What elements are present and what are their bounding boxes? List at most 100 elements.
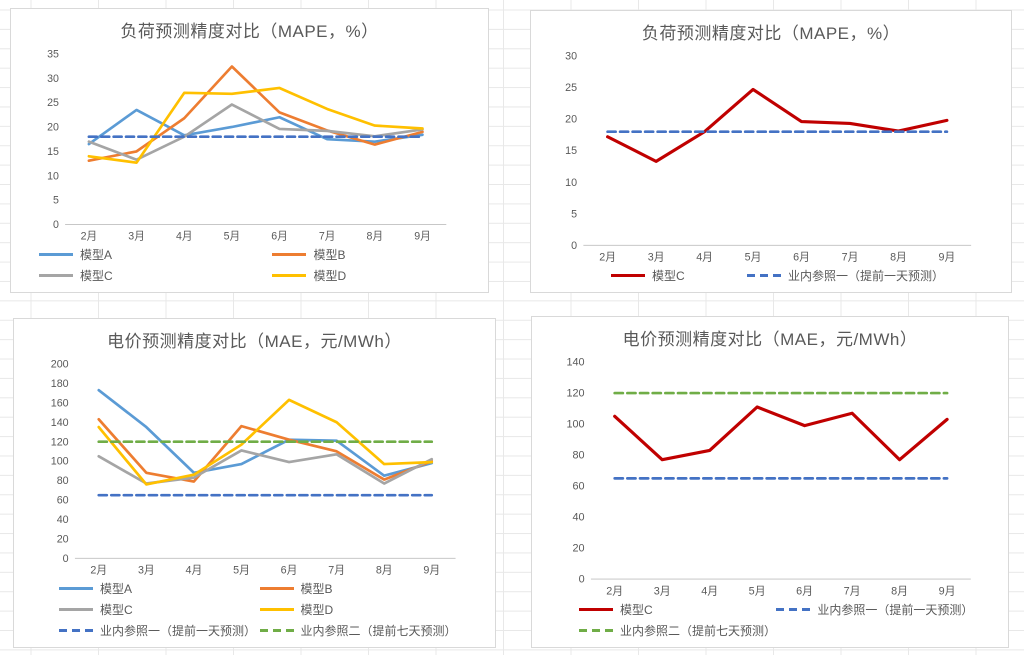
y-tick-label: 15 [47,146,59,158]
legend-label: 模型A [80,248,113,262]
legend-item-model-b[interactable]: 模型B [272,246,488,263]
plot-area: 0 5 10 15 20 25 30 35 2月 3月 4月 5月 6月 7月 8月 9月 [47,48,447,243]
chart-title: 负荷预测精度对比（MAPE，%） [120,22,379,41]
y-tick-label: 5 [571,208,577,220]
y-tick-label: 20 [47,122,59,134]
x-axis-label: 4月 [186,565,203,577]
y-tick-label: 140 [51,417,69,429]
dashed-line-swatch-icon [59,629,93,632]
x-axis-label: 4月 [176,231,193,243]
legend-item-model-b[interactable]: 模型B [259,580,495,597]
x-axis-label: 9月 [939,585,956,597]
solid-line-swatch-icon [59,587,93,590]
x-axis-label: 2月 [81,231,98,243]
solid-line-swatch-icon [259,587,294,590]
legend-item-model-c[interactable]: 模型C [39,267,272,284]
series-line-model-a[interactable] [87,108,424,146]
chart-load-mape-model-c[interactable]: 负荷预测精度对比（MAPE，%） 0 5 10 15 20 25 30 2月 3月 4月 5月 6月 7… [530,10,1012,293]
y-tick-label: 25 [565,82,577,94]
y-tick-label: 120 [51,436,69,448]
legend-item-model-c[interactable]: 模型C [579,601,776,618]
dashed-line-swatch-icon [776,608,811,611]
chart-title: 负荷预测精度对比（MAPE，%） [641,24,901,43]
legend-label: 模型C [100,603,133,617]
plot-area: 0 20 40 60 80 100 120 140 160 180 200 2月 3月 4月 5月 6月 7月 8… [51,359,456,577]
legend-label: 模型D [300,603,334,617]
y-tick-label: 30 [47,73,59,85]
legend-item-model-c[interactable]: 模型C [59,601,260,618]
dashed-line-swatch-icon [747,274,781,277]
chart-price-mae-model-c[interactable]: 电价预测精度对比（MAE，元/MWh） 0 20 40 60 80 100 120 140 2月… [531,316,1009,648]
legend-label: 模型C [620,603,653,617]
y-tick-label: 25 [47,97,59,109]
y-tick-label: 120 [567,388,585,400]
x-axis-label: 8月 [890,252,907,264]
x-axis-label: 7月 [328,565,345,577]
legend-label: 模型B [300,582,333,596]
legend-item-model-a[interactable]: 模型A [39,246,272,263]
y-tick-label: 0 [53,219,59,231]
series-line-model-a[interactable] [97,388,434,478]
x-axis-label: 6月 [281,565,298,577]
solid-line-swatch-icon [611,274,645,277]
series-line-model-c[interactable] [87,103,424,162]
y-tick-label: 20 [573,543,585,555]
legend-item-model-d[interactable]: 模型D [259,601,495,618]
series-line-model-c[interactable] [613,405,949,462]
y-tick-label: 35 [47,48,59,60]
chart-price-mae-all-models[interactable]: 电价预测精度对比（MAE，元/MWh） 0 20 40 60 80 100 120 140 16… [13,318,496,648]
legend-label: 业内参照一（提前一天预测） [817,603,974,617]
legend-row: 模型A 模型B [11,244,488,265]
dashed-line-swatch-icon [259,629,294,632]
x-axis-label: 9月 [423,565,440,577]
x-axis-label: 8月 [891,585,908,597]
solid-line-swatch-icon [39,253,73,256]
legend-label: 模型D [313,269,347,283]
legend-label: 模型A [100,582,133,596]
series-line-model-b[interactable] [97,417,434,483]
legend-item-model-a[interactable]: 模型A [59,580,260,597]
legend-item-ref-1[interactable]: 业内参照一（提前一天预测） [747,267,1011,284]
solid-line-swatch-icon [39,274,73,277]
legend-label: 业内参照二（提前七天预测） [300,624,457,638]
legend-item-ref-1[interactable]: 业内参照一（提前一天预测） [776,601,1008,618]
y-tick-label: 15 [565,145,577,157]
legend-item-model-c[interactable]: 模型C [611,267,747,284]
y-tick-label: 180 [51,378,69,390]
y-tick-label: 80 [573,450,585,462]
y-tick-label: 100 [567,419,585,431]
series-line-model-b[interactable] [87,65,424,163]
y-tick-label: 80 [57,475,69,487]
x-axis-label: 5月 [224,231,241,243]
x-axis-label: 2月 [606,585,623,597]
x-axis-label: 3月 [648,252,665,264]
y-tick-label: 40 [57,514,69,526]
series-line-model-c[interactable] [606,87,949,163]
chart-legend: 模型C 业内参照一（提前一天预测） 业内参照二（提前七天预测） [532,599,1008,647]
y-tick-label: 200 [51,359,69,371]
chart-legend: 模型A 模型B 模型C 模型D [11,244,488,292]
legend-row: 业内参照一（提前一天预测） 业内参照二（提前七天预测） [14,620,495,641]
legend-item-ref-2[interactable]: 业内参照二（提前七天预测） [259,622,495,639]
y-tick-label: 60 [57,495,69,507]
chart-legend: 模型C 业内参照一（提前一天预测） [531,265,1011,292]
legend-item-ref-1[interactable]: 业内参照一（提前一天预测） [59,622,260,639]
chart-load-mape-all-models[interactable]: 负荷预测精度对比（MAPE，%） 0 5 10 15 20 25 30 35 2月 3月 4月 5月 6… [10,8,489,293]
x-axis-label: 3月 [654,585,671,597]
series-line-model-d[interactable] [97,398,434,486]
y-tick-label: 10 [565,177,577,189]
y-tick-label: 40 [573,512,585,524]
x-axis-label: 7月 [844,585,861,597]
chart-legend: 模型A 模型B 模型C 模型D 业内参照一（提前一天预测） 业内参照二（提前七天预测） [14,578,495,647]
legend-item-model-d[interactable]: 模型D [272,267,488,284]
legend-label: 模型C [80,269,113,283]
series-line-model-d[interactable] [87,86,424,164]
y-tick-label: 140 [567,357,585,369]
y-tick-label: 0 [579,574,585,586]
legend-row: 业内参照二（提前七天预测） [532,620,1008,641]
legend-row: 模型C 业内参照一（提前一天预测） [532,599,1008,620]
solid-line-swatch-icon [259,608,294,611]
y-tick-label: 10 [47,170,59,182]
legend-item-ref-2[interactable]: 业内参照二（提前七天预测） [579,622,776,639]
